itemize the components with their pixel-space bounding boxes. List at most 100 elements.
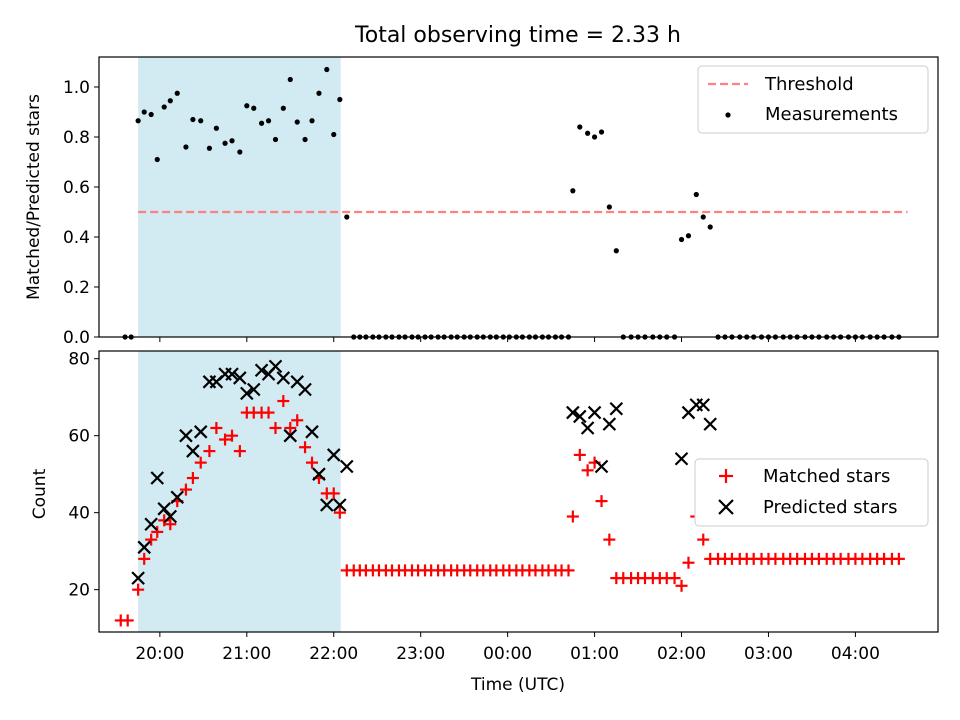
measurement-point	[183, 144, 189, 150]
matched-star-point	[186, 472, 199, 485]
measurement-point	[598, 129, 605, 135]
bottom-axes-frame	[98, 350, 939, 633]
bottom-axes: 20 40 60 80 20:00 21:00 22:00 23:00 00:00 01:00 0…	[30, 350, 939, 695]
bottom-y-ticks: 20 40 60 80	[68, 350, 99, 601]
top-y-tick-label: 0.2	[63, 278, 90, 298]
measurement-point	[148, 111, 154, 118]
predicted-star-point	[703, 417, 717, 431]
predicted-star-point	[131, 571, 145, 585]
matched-star-point	[269, 421, 282, 434]
measurement-point	[685, 233, 692, 239]
threshold-legend-label: Threshold	[764, 74, 854, 95]
predicted-star-point	[276, 371, 291, 385]
predicted-star-point	[193, 425, 208, 439]
predicted-star-point	[186, 444, 200, 458]
matched-star-point	[668, 572, 681, 585]
bottom-y-tick-label: 20	[68, 581, 90, 601]
top-axes-frame	[98, 56, 939, 338]
predicted-star-point	[170, 490, 185, 505]
top-y-tick-label: 0.6	[63, 178, 90, 198]
matched-star-point	[603, 533, 616, 546]
matched-star-point	[581, 464, 594, 477]
measurement-point	[141, 109, 147, 115]
measurement-point	[213, 125, 219, 131]
bottom-legend: Matched stars Predicted stars	[694, 458, 929, 527]
bottom-y-tick-label: 80	[68, 350, 90, 370]
measurement-point	[707, 224, 713, 230]
measurement-point	[700, 214, 706, 220]
matched-star-point	[566, 510, 579, 523]
predicted-star-point	[333, 498, 347, 512]
matched-star-point	[219, 433, 232, 446]
measurement-point	[585, 130, 591, 136]
top-y-axis-label: Matched/Predicted stars	[24, 94, 44, 300]
matched-star-point	[595, 495, 608, 508]
bottom-y-tick-label: 40	[68, 504, 90, 524]
x-tick-label: 21:00	[222, 644, 271, 664]
measurement-point	[251, 105, 257, 111]
predicted-star-point	[326, 448, 341, 462]
predicted-star-point	[144, 517, 158, 531]
matched-star-point	[306, 456, 319, 469]
predicted-legend-label: Predicted stars	[763, 497, 897, 518]
top-plot-content	[122, 66, 908, 340]
measurement-point	[316, 90, 322, 96]
predicted-star-point	[566, 405, 580, 420]
matched-star-point	[151, 525, 164, 538]
x-tick-label: 02:00	[657, 644, 706, 664]
matched-star-point	[573, 448, 586, 461]
predicted-star-point	[609, 401, 624, 416]
matched-star-point	[164, 518, 177, 531]
matched-star-point	[697, 533, 710, 546]
predicted-star-point	[696, 398, 711, 412]
measurement-point	[198, 118, 204, 124]
predicted-star-point	[283, 428, 298, 443]
matched-star-point	[299, 441, 312, 454]
bottom-plot-content	[114, 359, 905, 627]
measurement-point	[272, 136, 279, 143]
predicted-star-point	[674, 452, 689, 466]
measurement-point	[309, 118, 315, 124]
matched-star-point	[138, 552, 151, 565]
predicted-star-point	[163, 509, 178, 524]
top-legend: Threshold Measurements	[697, 65, 929, 134]
measurement-point	[222, 140, 228, 146]
matched-star-point	[194, 456, 207, 469]
measurement-point	[606, 204, 612, 210]
measurement-point	[294, 119, 300, 125]
predicted-star-point	[233, 371, 247, 385]
predicted-star-point	[340, 459, 354, 474]
predicted-star-point	[240, 386, 254, 401]
measurement-point	[154, 156, 160, 163]
matched-star-point	[158, 514, 171, 527]
matched-star-point	[132, 583, 145, 596]
measurement-point	[174, 90, 180, 96]
matched-star-point	[262, 406, 275, 419]
measurement-point	[237, 149, 243, 155]
predicted-star-point	[225, 367, 239, 381]
predicted-star-point	[602, 417, 617, 431]
x-tick-label: 03:00	[744, 644, 793, 664]
matched-star-point	[682, 556, 695, 569]
measurement-point	[570, 188, 576, 194]
measurement-point	[287, 76, 293, 83]
measurements-legend-label: Measurements	[765, 104, 898, 125]
matched-star-point	[284, 421, 297, 434]
predicted-star-point	[137, 540, 151, 555]
matched-star-point	[675, 579, 688, 592]
matched-star-point	[233, 445, 246, 458]
measurement-point	[591, 134, 598, 140]
x-tick-label: 23:00	[396, 644, 445, 664]
matched-star-point	[203, 445, 216, 458]
measurement-point	[613, 248, 619, 254]
matched-star-point	[327, 487, 340, 500]
measurement-point	[258, 120, 265, 126]
x-tick-label: 04:00	[831, 644, 880, 664]
top-axes: 0.0 0.2 0.4 0.6 0.8 1.0 Matched/Predicted sta…	[24, 56, 939, 348]
predicted-star-point	[268, 359, 283, 374]
bottom-y-axis-label: Count	[30, 468, 50, 519]
matched-star-point	[291, 414, 304, 427]
measurements-legend-marker	[725, 112, 731, 118]
bottom-x-ticks: 20:00 21:00 22:00 23:00 00:00 01:00 02:00 03:00…	[135, 632, 880, 664]
